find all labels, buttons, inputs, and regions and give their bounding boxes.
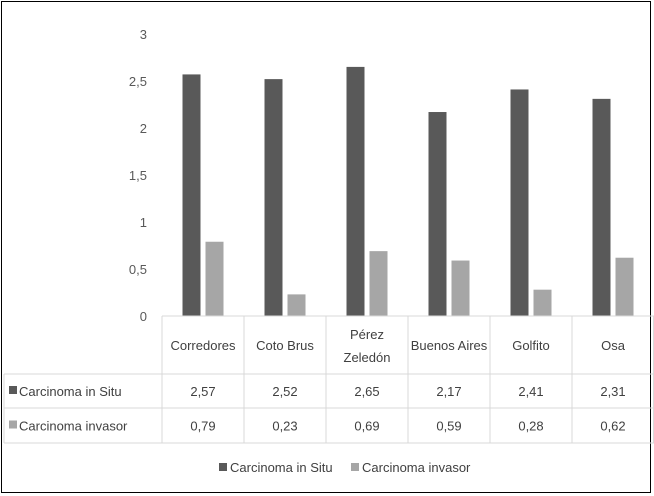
category-label: Osa xyxy=(601,338,626,353)
bar-carcinoma-in-situ xyxy=(592,98,611,316)
table-value: 2,41 xyxy=(518,384,543,399)
table-series-name: Carcinoma in Situ xyxy=(19,384,122,399)
bar-carcinoma-invasor xyxy=(205,241,224,316)
bar-carcinoma-in-situ xyxy=(182,74,201,316)
y-tick-label: 0 xyxy=(140,309,147,324)
y-tick-label: 1 xyxy=(140,215,147,230)
y-tick-label: 1,5 xyxy=(129,168,147,183)
bar-carcinoma-in-situ xyxy=(346,66,365,317)
y-tick-label: 2,5 xyxy=(129,74,147,89)
legend-key-carcinoma-in-situ xyxy=(219,463,227,471)
table-value: 2,52 xyxy=(272,384,297,399)
table-value: 0,69 xyxy=(354,419,379,434)
table-legend-key-carcinoma-invasor xyxy=(9,420,17,429)
bar-carcinoma-invasor xyxy=(451,260,470,316)
category-label: Zeledón xyxy=(344,350,391,365)
y-tick-label: 2 xyxy=(140,121,147,136)
legend-label: Carcinoma in Situ xyxy=(230,460,333,475)
category-label: Golfito xyxy=(512,338,550,353)
y-tick-label: 3 xyxy=(140,27,147,42)
table-value: 0,62 xyxy=(600,419,625,434)
bar-carcinoma-in-situ xyxy=(264,79,283,317)
table-series-name: Carcinoma invasor xyxy=(19,419,128,434)
category-label: Buenos Aires xyxy=(411,338,488,353)
table-value: 0,59 xyxy=(436,419,461,434)
bar-carcinoma-in-situ xyxy=(510,89,529,317)
category-label: Corredores xyxy=(170,338,236,353)
bar-carcinoma-invasor xyxy=(369,251,388,316)
bar-carcinoma-invasor xyxy=(533,289,552,316)
y-tick-label: 0,5 xyxy=(129,262,147,277)
table-legend-key-carcinoma-in-situ xyxy=(9,386,17,394)
bar-carcinoma-invasor xyxy=(287,294,306,316)
bar-carcinoma-in-situ xyxy=(428,112,447,317)
category-label: Coto Brus xyxy=(256,338,314,353)
legend-label: Carcinoma invasor xyxy=(362,460,471,475)
table-value: 2,31 xyxy=(600,384,625,399)
bar-carcinoma-invasor xyxy=(615,257,634,316)
legend-key-carcinoma-invasor xyxy=(351,463,359,471)
table-value: 0,79 xyxy=(190,419,215,434)
table-value: 0,28 xyxy=(518,419,543,434)
table-value: 2,65 xyxy=(354,384,379,399)
table-value: 2,17 xyxy=(436,384,461,399)
category-label: Pérez xyxy=(350,327,384,342)
table-value: 2,57 xyxy=(190,384,215,399)
table-value: 0,23 xyxy=(272,419,297,434)
